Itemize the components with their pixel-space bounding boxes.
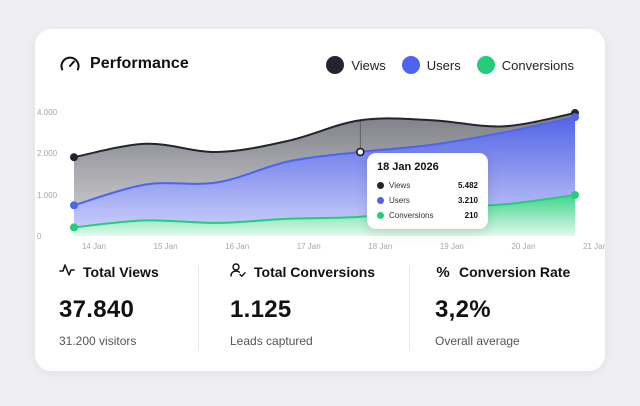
- x-tick-label: 19 Jan: [440, 242, 464, 251]
- stat-value: 37.840: [59, 296, 135, 323]
- stat-subtitle: 31.200 visitors: [59, 334, 137, 348]
- point-users: [70, 201, 78, 210]
- area-chart[interactable]: 4.000 2.000 1.000 0 14 Jan 15 Jan 16 Jan 17 Ja…: [35, 89, 605, 259]
- tooltip-label-views: Views: [389, 180, 411, 190]
- line-users: [73, 116, 576, 207]
- tooltip-dot-views: [377, 181, 384, 189]
- legend-label-conversions: Conversions: [501, 57, 574, 73]
- stat-label: Conversion Rate: [459, 264, 571, 280]
- x-tick-label: 20 Jan: [511, 242, 535, 251]
- performance-card: Performance Views Users Conversions: [35, 29, 605, 371]
- chart-legend: Views Users Conversions: [310, 56, 574, 74]
- point-conversions: [70, 223, 78, 232]
- line-views: [73, 112, 576, 159]
- tooltip-row-views: Views 5.482: [377, 179, 478, 191]
- x-tick-label: 16 Jan: [225, 242, 249, 251]
- stat-label: Total Conversions: [254, 264, 376, 280]
- activity-icon: [59, 262, 75, 283]
- tooltip-value-views: 5.482: [457, 180, 478, 190]
- legend-dot-conversions: [476, 56, 495, 74]
- y-tick-label: 0: [37, 232, 42, 241]
- x-tick-label: 17 Jan: [297, 242, 321, 251]
- x-tick-label: 14 Jan: [82, 242, 106, 251]
- card-header: Performance Views Users Conversions: [59, 53, 581, 77]
- percent-icon: %: [436, 263, 450, 281]
- gauge-icon: [59, 53, 81, 75]
- y-tick-label: 1.000: [37, 191, 58, 200]
- legend-item-views[interactable]: Views: [326, 56, 386, 74]
- stat-value: 1.125: [230, 296, 292, 323]
- stat-value: 3,2%: [435, 296, 491, 323]
- stat-subtitle: Leads captured: [230, 334, 313, 348]
- stat-total-conversions: Total Conversions 1.125 Leads captured: [230, 261, 410, 353]
- point-views: [70, 153, 78, 162]
- x-tick-label: 15 Jan: [154, 242, 178, 251]
- stat-subtitle: Overall average: [435, 334, 520, 348]
- divider: [198, 265, 199, 351]
- legend-dot-users: [401, 56, 420, 74]
- tooltip-row-users: Users 3.210: [377, 194, 478, 206]
- stat-label: Total Views: [83, 264, 159, 280]
- legend-dot-views: [326, 56, 345, 74]
- tooltip-dot-users: [377, 196, 384, 204]
- stat-conversion-rate: % Conversion Rate 3,2% Overall average: [435, 261, 585, 353]
- hover-point: [356, 147, 365, 157]
- x-tick-label: 21 Jan: [583, 242, 605, 251]
- tooltip-label-conversions: Conversions: [389, 210, 434, 220]
- tooltip-value-conversions: 210: [464, 210, 478, 220]
- divider: [409, 265, 410, 351]
- point-conversions: [571, 191, 579, 199]
- legend-item-users[interactable]: Users: [401, 56, 461, 74]
- tooltip-value-users: 3.210: [457, 195, 478, 205]
- chart-tooltip: 18 Jan 2026 Views 5.482 Users 3.210 Conv…: [367, 153, 488, 229]
- tooltip-row-conversions: Conversions 210: [377, 209, 478, 221]
- page-title: Performance: [90, 55, 189, 72]
- legend-label-users: Users: [426, 57, 461, 73]
- stats-row: Total Views 37.840 31.200 visitors Total…: [35, 261, 605, 353]
- tooltip-dot-conversions: [377, 211, 384, 219]
- line-conversions: [73, 194, 576, 229]
- x-tick-label: 18 Jan: [368, 242, 392, 251]
- y-tick-label: 4.000: [37, 108, 58, 117]
- point-users: [571, 113, 579, 122]
- legend-label-views: Views: [351, 57, 386, 73]
- legend-item-conversions[interactable]: Conversions: [476, 56, 574, 74]
- user-check-icon: [230, 262, 246, 283]
- stat-total-views: Total Views 37.840 31.200 visitors: [59, 261, 209, 353]
- tooltip-date: 18 Jan 2026: [377, 161, 439, 173]
- title-group: Performance: [59, 53, 189, 75]
- tooltip-label-users: Users: [389, 195, 410, 205]
- y-tick-label: 2.000: [37, 149, 58, 158]
